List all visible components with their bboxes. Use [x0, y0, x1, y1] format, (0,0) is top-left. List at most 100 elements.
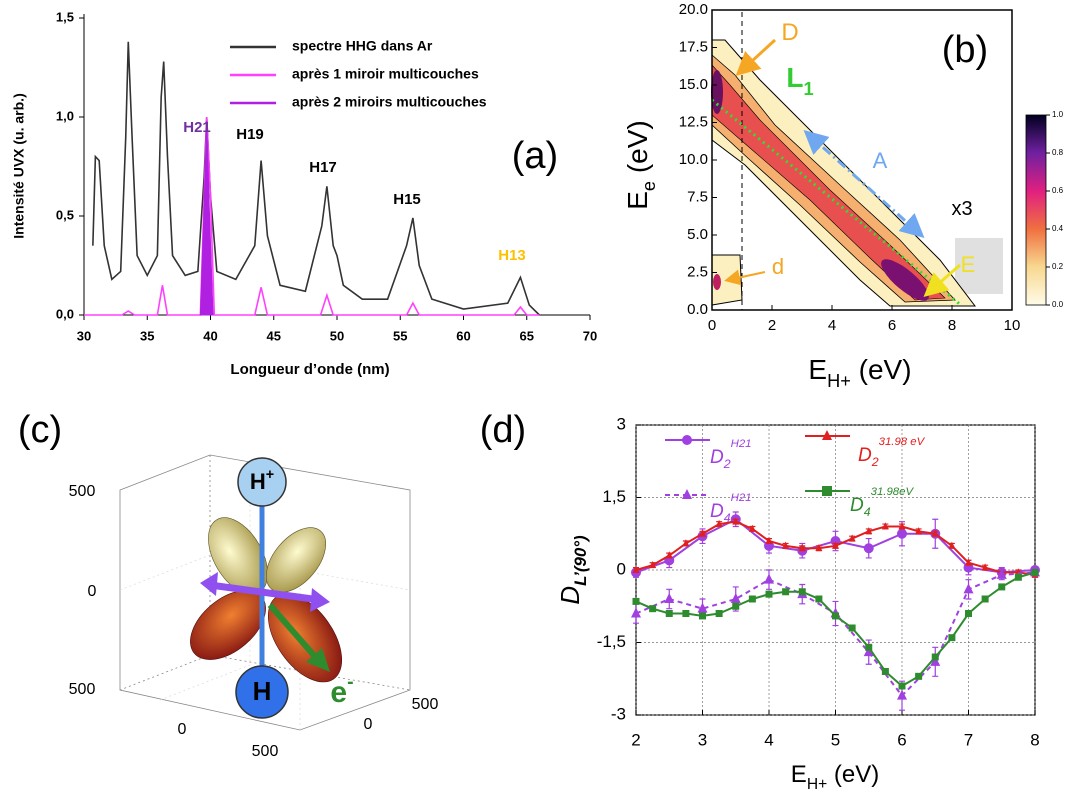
- marker: [798, 588, 806, 596]
- marker: [881, 668, 889, 675]
- x-tick-label: 30: [77, 328, 91, 343]
- marker: [981, 563, 989, 571]
- y-tick-label: 15.0: [679, 76, 708, 93]
- x-tick-label: 3: [698, 730, 707, 749]
- z-tick-label: 500: [69, 483, 96, 500]
- panel-label: (d): [480, 409, 526, 451]
- marker: [699, 529, 706, 537]
- y-axis-title: Ee (eV): [622, 120, 658, 210]
- y-tick-label: 0,5: [56, 207, 74, 222]
- x-tick-label: 45: [267, 328, 281, 343]
- marker: [632, 565, 640, 573]
- y-axis-title-part: (eV): [622, 120, 653, 181]
- y-axis-title: DL’(90°): [555, 535, 590, 605]
- marker: [748, 524, 756, 532]
- x-tick-label: 0: [708, 317, 716, 334]
- annotation: H13: [498, 247, 526, 264]
- marker: [699, 612, 706, 620]
- annotation-part: L: [786, 62, 803, 93]
- marker: [715, 519, 723, 527]
- annotation: A: [873, 148, 888, 173]
- x-tick-label: 4: [828, 317, 836, 334]
- legend-label-part: 31.98eV: [871, 486, 915, 498]
- marker: [649, 605, 657, 613]
- marker: [682, 610, 690, 617]
- annotation: L1: [786, 62, 813, 98]
- x-tick-label: 6: [888, 317, 896, 334]
- annotation-part: d: [772, 254, 784, 279]
- marker: [915, 672, 923, 680]
- annotation: x3: [951, 198, 972, 220]
- x-axis-title-part: H+: [807, 776, 827, 793]
- marker: [897, 528, 907, 539]
- y-axis-title-part: E: [622, 191, 653, 210]
- marker: [682, 435, 692, 445]
- legend-label-part: H21: [731, 438, 752, 450]
- marker: [998, 583, 1006, 591]
- y-tick-label: 10.0: [679, 151, 708, 168]
- y-axis-title-part: e: [639, 181, 659, 191]
- annotation: E: [961, 252, 976, 277]
- marker: [822, 430, 832, 440]
- x-axis-title-part: E: [808, 354, 827, 385]
- y-tick-label: 3: [617, 414, 626, 433]
- annotation-part: 1: [803, 79, 813, 99]
- y-tick-label: 0: [364, 716, 373, 733]
- electron-label: e-: [330, 671, 353, 709]
- panel-label: (a): [512, 135, 558, 177]
- marker: [748, 595, 756, 603]
- x-tick-label: 70: [583, 328, 597, 343]
- contour-outer: [711, 39, 977, 307]
- x-axis-title-part: (eV): [851, 354, 912, 385]
- y-axis-title-part: D: [555, 586, 585, 605]
- panel-label: (b): [942, 29, 988, 71]
- legend-label-part: D: [850, 495, 864, 516]
- legend-label-part: 31.98 eV: [879, 436, 926, 448]
- y-tick-label: 7.5: [687, 188, 708, 205]
- contour-mid: [711, 54, 956, 303]
- marker: [730, 593, 741, 603]
- marker: [798, 544, 806, 552]
- marker: [898, 522, 906, 530]
- polarization-heads: [200, 572, 330, 612]
- legend-label-part: D: [858, 445, 872, 466]
- x-axis-title-part: H+: [827, 371, 851, 391]
- arrow-e: [923, 263, 961, 297]
- marker: [649, 560, 657, 568]
- colorbar-tick-label: 0.8: [1052, 148, 1064, 157]
- contour-map: [711, 12, 1047, 310]
- annotation-part: A: [873, 148, 888, 173]
- legend-label: après 2 miroirs multicouches: [292, 94, 487, 110]
- lobe: [266, 527, 326, 593]
- y-tick-label: 2.5: [687, 263, 708, 280]
- peak-d: [713, 274, 721, 290]
- marker: [848, 534, 856, 542]
- marker: [832, 612, 839, 620]
- colorbar-tick-label: 0.6: [1052, 186, 1064, 195]
- y-tick-label: -3: [611, 704, 626, 723]
- arrow-a: [803, 130, 925, 238]
- marker: [832, 541, 839, 549]
- x-tick-label: 50: [330, 328, 344, 343]
- x-tick-label: 60: [456, 328, 470, 343]
- y-tick-label: 500: [412, 696, 439, 713]
- arrow-d-upper: [735, 38, 777, 77]
- marker: [765, 590, 773, 598]
- proton-label-part: +: [266, 467, 274, 483]
- annotation: H15: [393, 191, 421, 208]
- marker: [782, 588, 790, 596]
- legend-label: après 1 miroir multicouches: [292, 66, 479, 82]
- x-tick-label: 8: [1030, 730, 1039, 749]
- marker: [863, 543, 874, 554]
- area: [199, 120, 214, 316]
- y-tick-label: 5.0: [687, 226, 708, 243]
- proton-label: H+: [250, 467, 274, 494]
- marker: [1014, 573, 1022, 581]
- x-tick-label: 0: [178, 721, 187, 738]
- annotation-part: D: [781, 19, 798, 46]
- marker: [881, 522, 889, 530]
- marker: [930, 655, 941, 666]
- y-tick-label: 1,5: [602, 487, 626, 506]
- legend-label: D431.98eV: [850, 486, 914, 519]
